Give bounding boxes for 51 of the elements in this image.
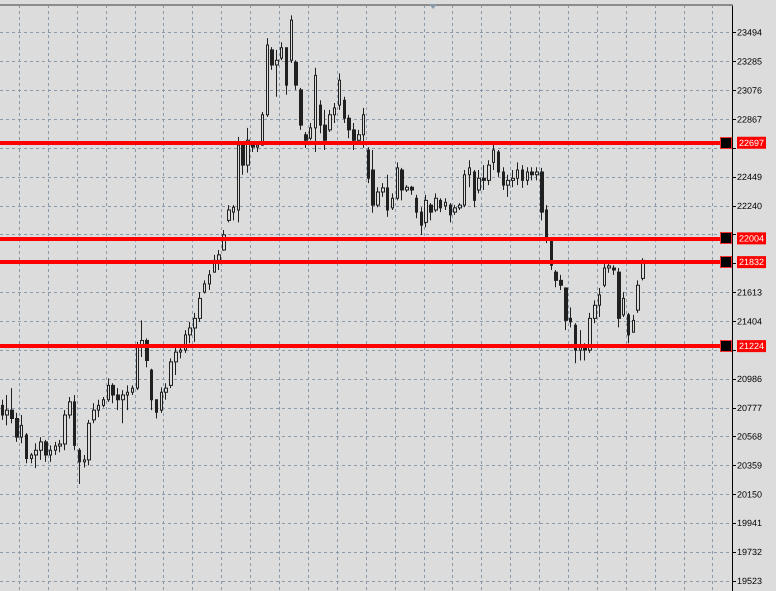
candlestick	[617, 267, 621, 328]
candlestick	[78, 448, 81, 485]
candlestick	[217, 250, 221, 271]
candlestick	[92, 402, 96, 424]
candlestick	[497, 149, 500, 178]
candlestick	[155, 398, 158, 419]
candlestick	[627, 312, 630, 344]
candlestick	[338, 72, 341, 110]
ref-line-label: 21832	[739, 257, 764, 268]
candlestick	[444, 198, 447, 210]
y-tick-label: 20150	[737, 489, 762, 500]
candlestick	[131, 384, 134, 396]
candlestick	[521, 164, 524, 188]
y-tick-label: 22867	[737, 114, 762, 124]
y-tick-label: 20777	[737, 402, 762, 413]
candlestick	[150, 368, 153, 411]
candlestick	[415, 194, 418, 219]
y-tick-label: 19732	[737, 547, 762, 558]
y-tick-label: 20568	[737, 432, 762, 442]
candlestick	[203, 280, 206, 294]
ref-line-label: 22697	[739, 138, 764, 148]
y-tick-label: 22449	[737, 172, 762, 182]
y-tick-label: 23285	[737, 56, 762, 67]
candlestick	[632, 314, 635, 334]
y-tick-label: 22240	[737, 200, 762, 211]
candlestick	[25, 432, 28, 464]
candlestick	[208, 270, 211, 291]
candlestick	[391, 192, 394, 210]
candlestick	[280, 42, 283, 61]
candlestick	[636, 280, 640, 314]
candlestick	[294, 60, 298, 90]
ref-line-label: 22004	[739, 233, 764, 244]
y-tick-label: 21404	[737, 316, 762, 326]
candlestick	[102, 396, 105, 408]
candlestick	[314, 67, 317, 153]
ref-line-label: 21224	[739, 341, 764, 352]
y-tick-label: 20359	[737, 460, 762, 471]
y-tick-label: 20986	[737, 374, 762, 384]
y-tick-label: 19941	[737, 518, 762, 528]
y-tick-label: 19523	[737, 576, 762, 586]
candlestick	[227, 204, 231, 223]
candlestick	[564, 286, 568, 331]
candlestick	[136, 341, 139, 391]
candlestick	[299, 87, 303, 130]
candlestick	[285, 46, 288, 96]
y-tick-label: 23494	[737, 28, 762, 38]
candlestick	[290, 14, 293, 64]
candlestick	[87, 419, 91, 466]
y-tick-label: 21613	[737, 287, 762, 298]
candlestick	[468, 160, 471, 188]
y-tick-label: 23076	[737, 85, 762, 96]
